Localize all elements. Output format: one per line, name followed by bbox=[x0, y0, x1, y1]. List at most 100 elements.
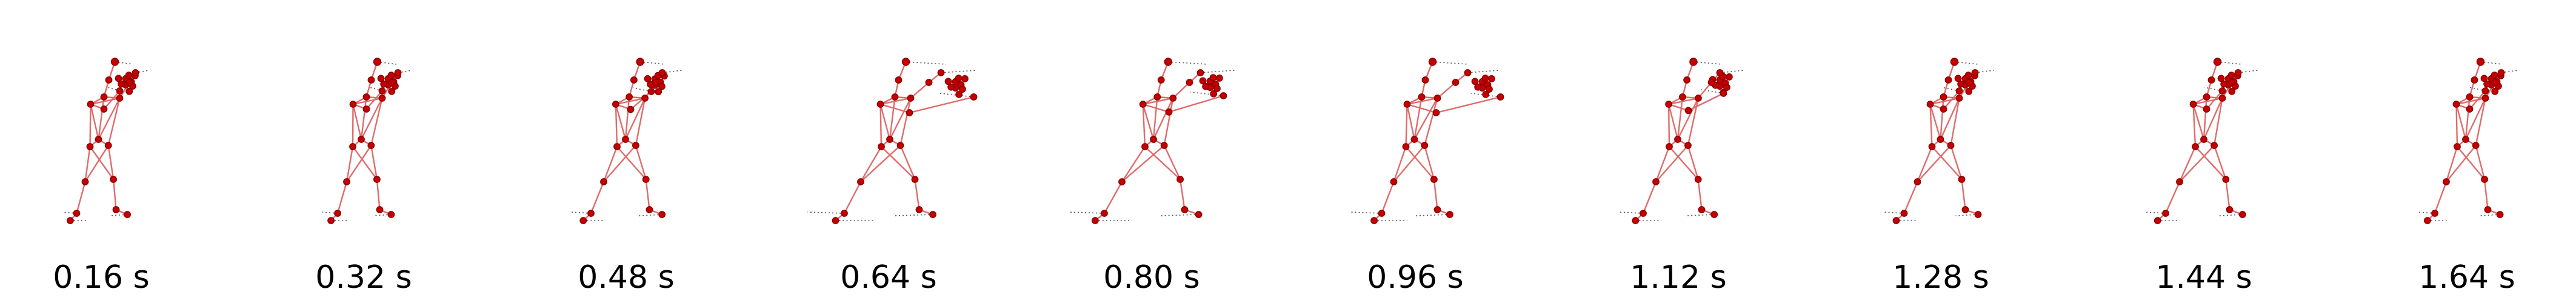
skeleton-bone bbox=[1172, 82, 1190, 99]
skeleton-bone bbox=[1168, 95, 1224, 113]
skeleton-joints bbox=[2154, 58, 2246, 224]
joint-lhip bbox=[877, 143, 885, 150]
time-label: 0.16 s bbox=[53, 259, 150, 296]
joint-rankle bbox=[646, 206, 653, 213]
skeleton-bone bbox=[1152, 96, 1158, 140]
skeleton-bone bbox=[2192, 104, 2196, 147]
joint-pelvis bbox=[2200, 136, 2207, 143]
skeleton-bone bbox=[2206, 90, 2223, 110]
hand-marker bbox=[1471, 78, 1478, 85]
joint-rtoe bbox=[929, 211, 936, 218]
skeleton-bone bbox=[1916, 146, 1933, 182]
skeleton-bone bbox=[352, 97, 382, 105]
hand-marker bbox=[1209, 90, 1217, 98]
skeleton-bone bbox=[75, 181, 86, 214]
joint-lhip bbox=[1665, 143, 1673, 150]
hand-marker bbox=[658, 82, 666, 90]
joint-lelb bbox=[362, 105, 370, 113]
joint-lankle bbox=[1100, 210, 1108, 217]
skeleton-figure-2 bbox=[322, 58, 412, 224]
joint-pelvis bbox=[95, 136, 102, 143]
joint-head bbox=[2213, 58, 2221, 66]
skeleton-joints bbox=[579, 58, 666, 224]
motion-trail bbox=[1200, 70, 1235, 73]
joint-lelb bbox=[1432, 109, 1440, 116]
joint-rhip bbox=[104, 142, 112, 149]
skeleton-bone bbox=[1103, 181, 1123, 214]
skeleton-bone bbox=[1931, 146, 1962, 180]
joint-lknee bbox=[1914, 178, 1921, 185]
hand-marker bbox=[2483, 80, 2491, 88]
skeleton-figure-9 bbox=[2144, 58, 2258, 224]
joint-pelvis bbox=[886, 136, 893, 143]
time-label: 1.28 s bbox=[1892, 259, 1989, 296]
skeleton-bone bbox=[1642, 181, 1657, 214]
joint-relb bbox=[2491, 79, 2498, 86]
joint-chest bbox=[1940, 93, 1947, 101]
skeleton-bone bbox=[1655, 145, 1689, 182]
joint-lhip bbox=[349, 143, 356, 150]
joint-rsho bbox=[1955, 95, 1963, 102]
motion-trail bbox=[1432, 61, 1468, 65]
joint-rtoe bbox=[2496, 211, 2503, 218]
skeleton-bone bbox=[84, 145, 109, 182]
joint-relb bbox=[388, 79, 395, 86]
skeleton-bone bbox=[1423, 145, 1435, 180]
joint-lsho bbox=[87, 101, 94, 108]
hand-marker bbox=[2491, 72, 2498, 79]
skeleton-bone bbox=[2455, 97, 2486, 105]
skeleton-bone bbox=[1943, 90, 1960, 110]
motion-trail bbox=[2469, 87, 2486, 92]
joint-rtoe bbox=[1710, 211, 1718, 218]
joint-rtoe bbox=[123, 211, 131, 218]
skeleton-bone bbox=[879, 97, 911, 105]
motion-trails bbox=[1069, 61, 1235, 221]
joint-relb bbox=[1186, 79, 1193, 86]
hand-marker bbox=[654, 88, 662, 96]
joint-rsho bbox=[2218, 95, 2226, 102]
skeleton-bone bbox=[615, 104, 626, 140]
joint-ltoe bbox=[579, 217, 587, 224]
joint-lsho bbox=[2452, 101, 2460, 108]
skeleton-bone bbox=[2203, 96, 2207, 140]
skeleton-bone bbox=[1142, 97, 1173, 105]
joint-rknee bbox=[1694, 176, 1702, 183]
joint-lelb bbox=[2466, 105, 2473, 113]
skeleton-bone bbox=[879, 104, 882, 147]
joint-neck bbox=[1683, 76, 1690, 84]
joint-lwr bbox=[1497, 93, 1504, 101]
time-label: 0.80 s bbox=[1103, 259, 1200, 296]
hand-marker bbox=[387, 87, 395, 95]
hand-marker bbox=[379, 80, 387, 88]
joint-chest bbox=[100, 93, 107, 101]
joint-neck bbox=[630, 76, 638, 84]
motion-trail bbox=[369, 87, 382, 92]
joint-lankle bbox=[1378, 210, 1385, 217]
motion-trail bbox=[940, 70, 976, 73]
motion-trail bbox=[1941, 87, 1960, 92]
skeleton-bone bbox=[1949, 98, 1960, 146]
time-label: 0.96 s bbox=[1367, 259, 1464, 296]
skeleton-bone bbox=[1949, 145, 1963, 180]
joint-rsho bbox=[641, 95, 649, 102]
joint-pelvis bbox=[621, 136, 629, 143]
hand-marker bbox=[2491, 87, 2498, 95]
joint-lknee bbox=[856, 178, 864, 185]
joint-lknee bbox=[599, 178, 607, 185]
joint-lankle bbox=[2161, 210, 2169, 217]
skeleton-bone bbox=[2434, 181, 2447, 214]
hand-marker bbox=[2220, 80, 2227, 88]
skeleton-bone bbox=[880, 146, 915, 180]
joint-neck bbox=[367, 76, 375, 84]
skeleton-bone bbox=[1433, 179, 1438, 210]
joint-lwr bbox=[1955, 87, 1963, 95]
joint-rankle bbox=[2226, 206, 2233, 213]
joint-rtoe bbox=[1974, 211, 1981, 218]
joint-lknee bbox=[1390, 178, 1397, 185]
skeleton-bone bbox=[1436, 82, 1456, 99]
skeleton-bone bbox=[1929, 104, 1941, 140]
joint-ltoe bbox=[1091, 217, 1099, 224]
joint-head bbox=[635, 58, 644, 66]
joint-ltoe bbox=[2154, 217, 2161, 224]
hand-marker bbox=[1215, 74, 1223, 82]
